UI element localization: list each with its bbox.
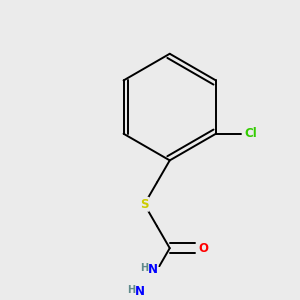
Text: H: H xyxy=(127,285,135,295)
Text: S: S xyxy=(140,198,148,211)
Text: H: H xyxy=(140,263,148,273)
Text: N: N xyxy=(148,263,158,276)
Text: Cl: Cl xyxy=(245,127,257,140)
Text: O: O xyxy=(199,242,209,255)
Text: N: N xyxy=(135,285,145,298)
